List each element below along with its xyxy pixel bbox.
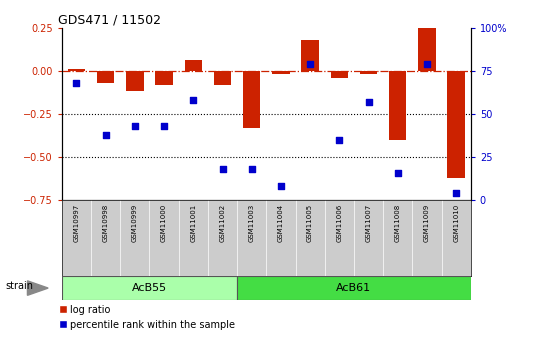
Bar: [448, 71, 465, 178]
Text: GSM11001: GSM11001: [190, 204, 196, 242]
Point: [72, 80, 81, 86]
Point: [189, 97, 197, 103]
Text: GSM10999: GSM10999: [132, 204, 138, 242]
FancyBboxPatch shape: [237, 276, 471, 300]
Point: [218, 166, 227, 172]
Bar: [185, 60, 202, 71]
Text: GSM11009: GSM11009: [424, 204, 430, 242]
Point: [101, 132, 110, 137]
Text: AcB61: AcB61: [336, 283, 372, 293]
Bar: [418, 28, 436, 71]
Bar: [243, 71, 260, 128]
Bar: [126, 71, 144, 91]
Text: GSM11004: GSM11004: [278, 204, 284, 242]
Point: [277, 184, 285, 189]
FancyBboxPatch shape: [62, 276, 237, 300]
Bar: [301, 40, 319, 71]
Bar: [330, 71, 348, 78]
Bar: [214, 71, 231, 85]
Point: [364, 99, 373, 105]
Bar: [155, 71, 173, 85]
Text: GSM11000: GSM11000: [161, 204, 167, 242]
Bar: [272, 71, 289, 74]
Bar: [97, 71, 115, 83]
Text: GSM11002: GSM11002: [220, 204, 225, 242]
Point: [452, 190, 461, 196]
Legend: log ratio, percentile rank within the sample: log ratio, percentile rank within the sa…: [59, 305, 235, 330]
Text: AcB55: AcB55: [132, 283, 167, 293]
Text: GSM11005: GSM11005: [307, 204, 313, 242]
Polygon shape: [27, 281, 48, 295]
Point: [131, 123, 139, 129]
Text: GSM10998: GSM10998: [103, 204, 109, 242]
Text: strain: strain: [5, 282, 33, 291]
Point: [306, 61, 314, 67]
Bar: [360, 71, 377, 74]
Bar: [389, 71, 407, 140]
Text: GSM11010: GSM11010: [453, 204, 459, 242]
Text: GSM10997: GSM10997: [74, 204, 80, 242]
Point: [160, 123, 168, 129]
Point: [423, 61, 431, 67]
Text: GDS471 / 11502: GDS471 / 11502: [58, 13, 161, 27]
Point: [247, 166, 256, 172]
Text: GSM11008: GSM11008: [395, 204, 401, 242]
Point: [393, 170, 402, 175]
Text: GSM11006: GSM11006: [336, 204, 342, 242]
Text: GSM11007: GSM11007: [365, 204, 372, 242]
Point: [335, 137, 344, 142]
Bar: [68, 69, 85, 71]
Text: GSM11003: GSM11003: [249, 204, 254, 242]
